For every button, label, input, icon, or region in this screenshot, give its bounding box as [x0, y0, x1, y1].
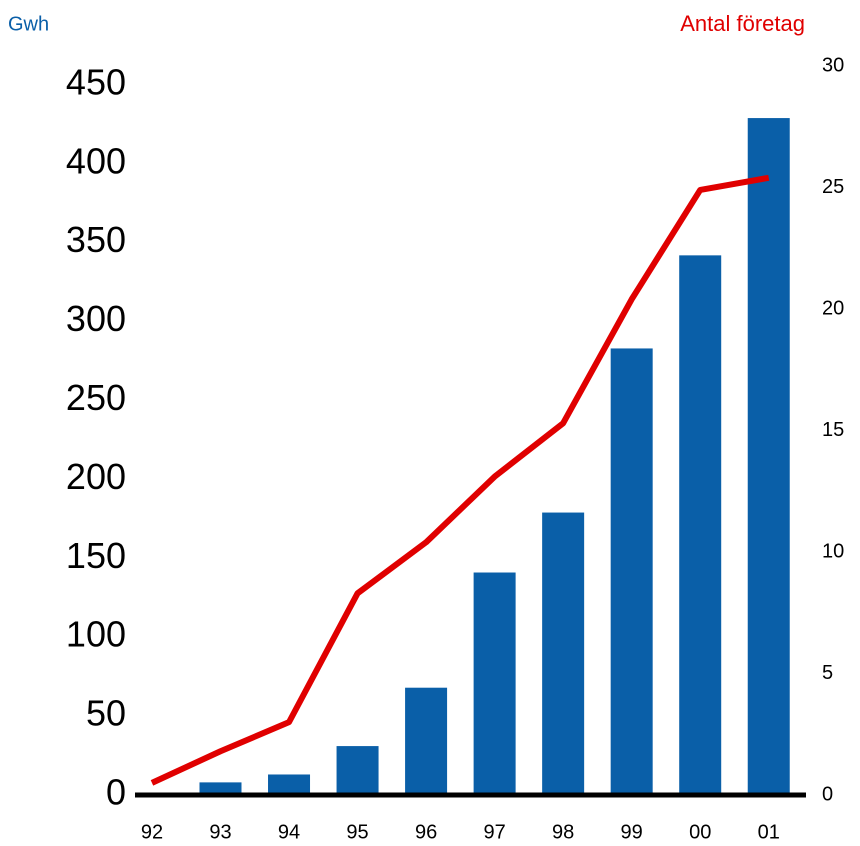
- bar: [679, 255, 722, 795]
- bar: [747, 118, 790, 796]
- x-tick-label: 96: [415, 821, 437, 843]
- y2-axis-label: Antal företag: [680, 11, 805, 36]
- x-tick-label: 01: [758, 821, 780, 843]
- y-axis-label: Gwh: [8, 13, 49, 35]
- y-tick-label: 450: [66, 61, 126, 102]
- bar: [268, 774, 311, 795]
- y-tick-label: 50: [86, 693, 126, 734]
- y2-tick-label: 25: [822, 176, 844, 198]
- x-tick-label: 99: [621, 821, 643, 843]
- y2-tick-label: 10: [822, 540, 844, 562]
- y2-tick-label: 20: [822, 297, 844, 319]
- x-tick-label: 00: [689, 821, 711, 843]
- x-tick-label: 95: [346, 821, 368, 843]
- y-tick-label: 350: [66, 219, 126, 260]
- bar: [199, 782, 242, 795]
- y2-tick-label: 15: [822, 419, 844, 441]
- y-tick-label: 250: [66, 377, 126, 418]
- y-tick-label: 300: [66, 298, 126, 339]
- bar: [610, 348, 653, 795]
- x-tick-label: 94: [278, 821, 300, 843]
- y2-tick-label: 0: [822, 783, 833, 805]
- bar: [336, 746, 379, 795]
- y-tick-label: 0: [106, 772, 126, 813]
- y2-tick-label: 30: [822, 54, 844, 76]
- x-tick-label: 98: [552, 821, 574, 843]
- x-tick-label: 93: [209, 821, 231, 843]
- y-tick-label: 150: [66, 535, 126, 576]
- bar: [405, 687, 448, 795]
- x-tick-label: 92: [141, 821, 163, 843]
- x-tick-label: 97: [483, 821, 505, 843]
- bar: [542, 512, 585, 795]
- y2-tick-label: 5: [822, 662, 833, 684]
- bar: [473, 572, 516, 795]
- y-tick-label: 400: [66, 140, 126, 181]
- y-tick-label: 200: [66, 456, 126, 497]
- line: [150, 174, 770, 786]
- y-tick-label: 100: [66, 614, 126, 655]
